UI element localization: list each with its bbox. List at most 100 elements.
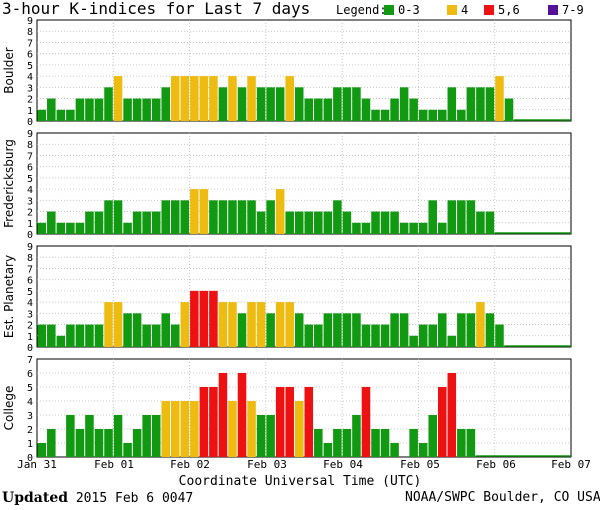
y-tick-label: 2 [27, 95, 33, 106]
station-label: Fredericksburg [2, 139, 16, 228]
k-index-bar [237, 373, 247, 457]
k-index-bar [476, 87, 485, 121]
k-index-bar [371, 109, 380, 121]
k-index-bar [304, 387, 314, 457]
k-index-bar [228, 302, 237, 347]
k-index-bar [323, 211, 333, 234]
chart-title: 3-hour K-indices for Last 7 days [2, 0, 311, 18]
k-index-bar [228, 76, 237, 121]
k-index-bar [438, 313, 447, 347]
y-tick-label: 0 [27, 343, 33, 354]
k-index-bar [228, 200, 237, 234]
k-index-bar [94, 324, 104, 347]
k-index-bar [151, 415, 161, 457]
k-index-bar [47, 324, 56, 347]
k-index-bar [218, 200, 228, 234]
k-index-bar [457, 200, 466, 234]
y-tick-label: 3 [27, 411, 33, 422]
legend-swatch-5-6 [484, 5, 494, 15]
k-index-bar [294, 87, 304, 121]
k-index-bar [37, 109, 47, 121]
k-index-bar [132, 211, 142, 234]
k-index-bar [409, 429, 418, 457]
y-tick-label: 3 [27, 309, 33, 320]
y-tick-label: 9 [27, 242, 33, 253]
k-index-bar [151, 211, 161, 234]
k-index-bar [390, 98, 399, 121]
k-index-bar [237, 87, 247, 121]
k-index-bar [275, 189, 285, 234]
k-index-bar [132, 429, 142, 457]
station-label: College [2, 386, 16, 431]
k-index-bar [390, 313, 399, 347]
k-index-bar [438, 387, 447, 457]
k-index-bar [218, 302, 228, 347]
k-index-bar [285, 76, 294, 121]
k-index-bar [161, 313, 170, 347]
y-tick-label: 4 [27, 72, 33, 83]
k-index-bar [123, 313, 132, 347]
k-index-bar [161, 401, 170, 457]
legend-item-7-9: 7-9 [562, 3, 584, 17]
x-tick-label: Jan 31 [17, 458, 57, 471]
y-tick-label: 6 [27, 163, 33, 174]
k-index-bar [323, 443, 333, 457]
k-index-bar [399, 313, 409, 347]
k-index-bar [94, 429, 104, 457]
k-index-bar [66, 222, 75, 234]
k-index-bar [180, 76, 190, 121]
k-index-bar [161, 87, 170, 121]
k-index-bar [275, 87, 285, 121]
k-index-bar [304, 98, 314, 121]
k-index-bar [352, 313, 361, 347]
k-index-bar [294, 313, 304, 347]
k-index-bar [104, 429, 113, 457]
y-tick-label: 3 [27, 196, 33, 207]
y-tick-label: 5 [27, 383, 33, 394]
legend-swatch-0-3 [384, 5, 394, 15]
k-index-bar [361, 222, 371, 234]
updated-value: 2015 Feb 6 0047 [75, 491, 194, 506]
k-index-bar [75, 98, 85, 121]
k-index-bar [485, 211, 495, 234]
k-index-bar [457, 429, 466, 457]
y-tick-label: 8 [27, 27, 33, 38]
k-index-bar [428, 324, 437, 347]
k-index-bar [56, 109, 66, 121]
k-index-bar [199, 189, 209, 234]
y-tick-label: 2 [27, 208, 33, 219]
station-label: Boulder [2, 47, 16, 94]
k-index-bar [314, 429, 323, 457]
k-index-bar [447, 373, 457, 457]
k-index-bar [418, 443, 428, 457]
y-tick-label: 1 [27, 332, 33, 343]
y-tick-label: 7 [27, 151, 33, 162]
y-tick-label: 0 [27, 117, 33, 128]
k-index-bar [247, 200, 256, 234]
k-index-bar [171, 401, 180, 457]
k-index-bar [142, 415, 151, 457]
k-index-bar [123, 98, 132, 121]
k-index-bar [190, 189, 199, 234]
k-index-bar [256, 302, 266, 347]
k-index-bar [447, 200, 457, 234]
k-index-bar [428, 109, 437, 121]
k-index-bar [361, 324, 371, 347]
k-index-bar [66, 109, 75, 121]
k-index-bar [342, 211, 352, 234]
y-tick-label: 0 [27, 230, 33, 241]
k-index-bar [256, 211, 266, 234]
k-index-bar [352, 415, 361, 457]
k-index-bar [199, 290, 209, 347]
k-index-bar [104, 302, 113, 347]
legend-label: Legend: [336, 3, 387, 17]
k-index-bar [352, 222, 361, 234]
k-index-bar [266, 87, 275, 121]
k-index-bar [409, 98, 418, 121]
k-index-bar [190, 401, 199, 457]
k-index-bar [266, 415, 275, 457]
k-index-bar [418, 109, 428, 121]
y-tick-label: 1 [27, 439, 33, 450]
k-index-bar [314, 98, 323, 121]
